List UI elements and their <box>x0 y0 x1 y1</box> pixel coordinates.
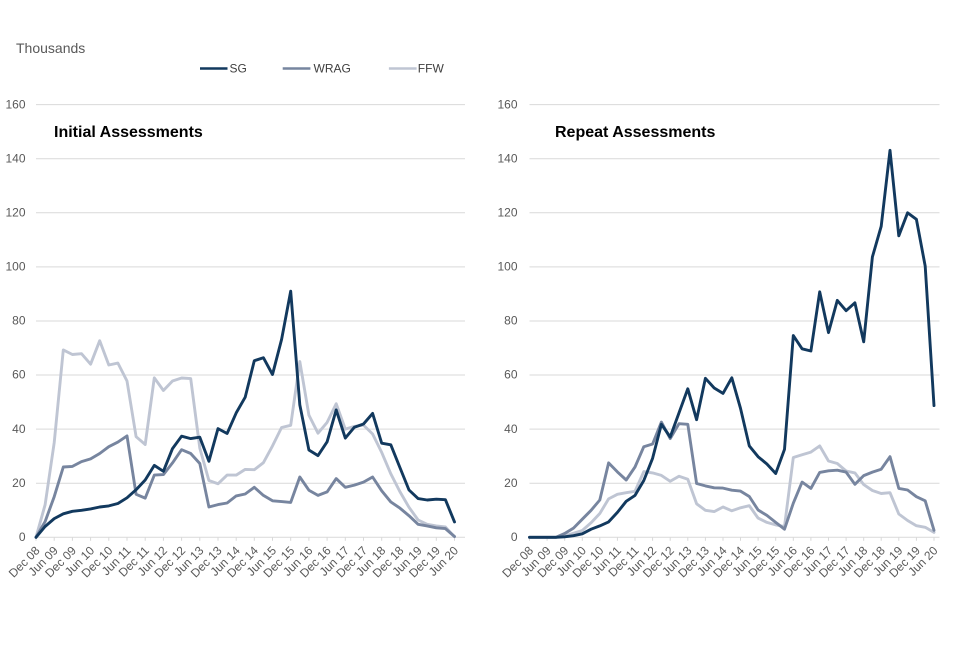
svg-text:80: 80 <box>12 314 26 328</box>
svg-text:140: 140 <box>5 151 25 165</box>
svg-text:60: 60 <box>504 368 518 382</box>
svg-text:Thousands: Thousands <box>16 40 85 56</box>
svg-text:80: 80 <box>504 314 518 328</box>
svg-text:FFW: FFW <box>418 62 445 76</box>
svg-text:Repeat Assessments: Repeat Assessments <box>555 124 715 141</box>
svg-text:40: 40 <box>12 422 26 436</box>
svg-text:120: 120 <box>497 206 517 220</box>
svg-text:WRAG: WRAG <box>314 62 351 76</box>
svg-text:160: 160 <box>497 97 517 111</box>
svg-text:120: 120 <box>5 206 25 220</box>
svg-text:100: 100 <box>497 260 517 274</box>
svg-text:0: 0 <box>511 530 518 544</box>
svg-text:Initial Assessments: Initial Assessments <box>54 124 203 141</box>
svg-text:40: 40 <box>504 422 518 436</box>
svg-text:20: 20 <box>504 476 518 490</box>
svg-text:0: 0 <box>19 530 26 544</box>
svg-text:160: 160 <box>5 97 25 111</box>
svg-text:60: 60 <box>12 368 26 382</box>
svg-text:140: 140 <box>497 151 517 165</box>
svg-text:100: 100 <box>5 260 25 274</box>
svg-text:20: 20 <box>12 476 26 490</box>
svg-text:SG: SG <box>230 62 247 76</box>
